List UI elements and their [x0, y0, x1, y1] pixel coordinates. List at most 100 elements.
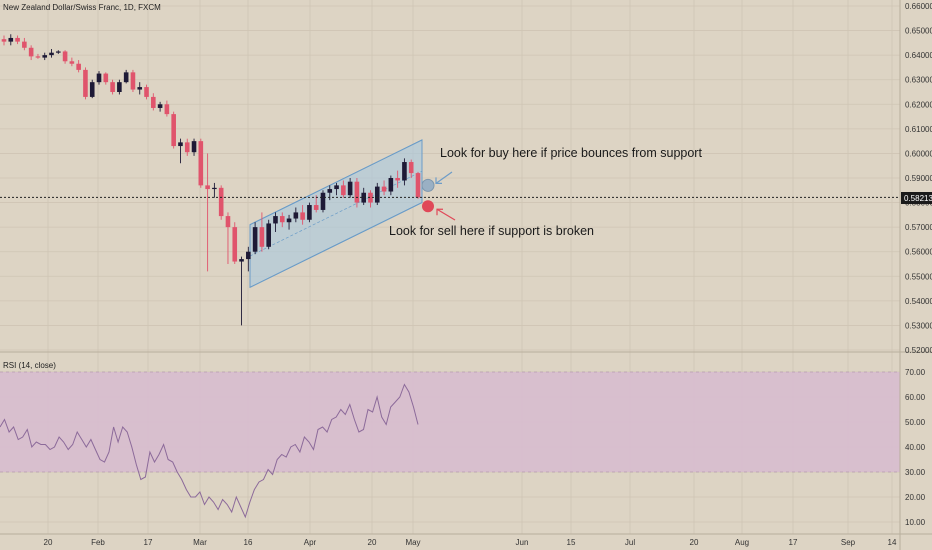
candle-body — [286, 218, 292, 223]
candle-body — [415, 173, 421, 198]
candle — [402, 158, 407, 186]
candle — [110, 79, 115, 95]
channel-lower-line[interactable] — [249, 202, 423, 288]
price-tick-label: 0.63000 — [905, 76, 932, 85]
candle — [293, 207, 299, 223]
candle — [178, 138, 183, 164]
time-tick-label: 20 — [690, 538, 699, 547]
candle-body — [225, 216, 231, 228]
price-tick-label: 0.59000 — [905, 174, 932, 183]
candle-body — [28, 47, 34, 57]
candle-body — [232, 227, 238, 262]
candle-body — [130, 72, 136, 90]
rsi-line — [0, 383, 419, 519]
buy-marker — [421, 178, 435, 192]
price-tick-label: 0.65000 — [905, 27, 932, 36]
candle — [151, 93, 156, 111]
candle-body — [144, 87, 149, 97]
candle — [35, 53, 41, 59]
candle-body — [402, 162, 407, 181]
channel-upper-line[interactable] — [249, 139, 423, 226]
candle — [252, 222, 258, 255]
candle-body — [381, 186, 387, 192]
rsi-tick-label: 10.00 — [905, 518, 926, 527]
annotations: Look for buy here if price bounces from … — [389, 146, 702, 238]
candle — [171, 111, 176, 149]
candle-body — [395, 178, 400, 181]
candle-body — [164, 104, 170, 115]
candle — [89, 79, 95, 99]
candle-body — [123, 72, 129, 83]
candle — [334, 182, 339, 196]
rsi-tick-label: 60.00 — [905, 393, 926, 402]
candle — [144, 84, 149, 100]
channel-midline — [249, 170, 423, 257]
candle-body — [49, 52, 54, 56]
candle-body — [327, 189, 333, 193]
time-tick-label: 14 — [888, 538, 897, 547]
candle — [83, 67, 88, 100]
candle-body — [198, 141, 204, 186]
rsi-series — [0, 383, 419, 519]
sell-arrow-shaft — [436, 208, 456, 221]
candle-body — [62, 51, 68, 62]
sell-arrow-head — [436, 208, 443, 216]
candle — [69, 57, 75, 67]
candle — [62, 50, 68, 64]
time-tick-label: Mar — [193, 538, 207, 547]
rsi-tick-label: 20.00 — [905, 493, 926, 502]
candle — [320, 190, 326, 213]
rsi-axis[interactable]: 70.00 60.00 50.00 40.00 30.00 20.00 10.00 — [905, 368, 926, 527]
candle — [218, 185, 224, 220]
rsi-overbought-oversold-band — [0, 372, 900, 472]
candle — [239, 256, 244, 326]
candle — [42, 52, 48, 61]
candle — [164, 100, 170, 117]
candle-body — [35, 56, 41, 58]
sell-annotation: Look for sell here if support is broken — [389, 224, 594, 238]
candle — [374, 182, 380, 206]
time-tick-label: 20 — [44, 538, 53, 547]
candle-body — [354, 181, 360, 203]
candle — [408, 159, 414, 178]
candle-body — [151, 96, 156, 108]
price-tick-label: 0.62000 — [905, 100, 932, 109]
rsi-title: RSI (14, close) — [3, 361, 56, 370]
candle-body — [408, 162, 414, 174]
price-tick-label: 0.66000 — [905, 2, 932, 11]
candle — [313, 195, 319, 213]
candle-body — [320, 192, 326, 210]
candle — [76, 60, 81, 73]
time-tick-label: May — [405, 538, 420, 547]
candle-body — [266, 223, 271, 247]
price-tick-label: 0.52000 — [905, 346, 932, 355]
rsi-band — [0, 371, 900, 473]
candle-body — [22, 41, 27, 48]
candle-body — [347, 181, 353, 196]
candle — [266, 219, 271, 250]
candle-body — [259, 227, 265, 247]
candle — [184, 138, 190, 156]
time-tick-label: Apr — [304, 538, 317, 547]
time-axis[interactable]: 20 Feb 17 Mar 16 Apr 20 May Jun 15 Jul 20 Aug 17 Sep 14 — [44, 538, 897, 547]
candle — [198, 138, 204, 188]
candle-body — [334, 185, 339, 190]
candle-body — [361, 192, 367, 203]
candle-body — [205, 185, 210, 190]
sell-arrow — [436, 208, 456, 221]
candle-body — [1, 39, 7, 42]
candle — [123, 69, 129, 84]
price-axis[interactable]: 0.66000 0.65000 0.64000 0.63000 0.62000 0.610… — [905, 2, 932, 355]
chart-title: New Zealand Dollar/Swiss Franc, 1D, FXCM — [3, 3, 161, 12]
candle-body — [212, 187, 217, 190]
candle-body — [279, 216, 285, 223]
candle — [8, 34, 14, 46]
rsi-tick-label: 30.00 — [905, 468, 926, 477]
candle-body — [171, 114, 176, 147]
candle-body — [307, 205, 312, 220]
buy-arrow-head — [435, 177, 442, 184]
time-tick-label: Sep — [841, 538, 856, 547]
candle — [232, 222, 238, 264]
ascending-channel[interactable] — [249, 139, 423, 289]
